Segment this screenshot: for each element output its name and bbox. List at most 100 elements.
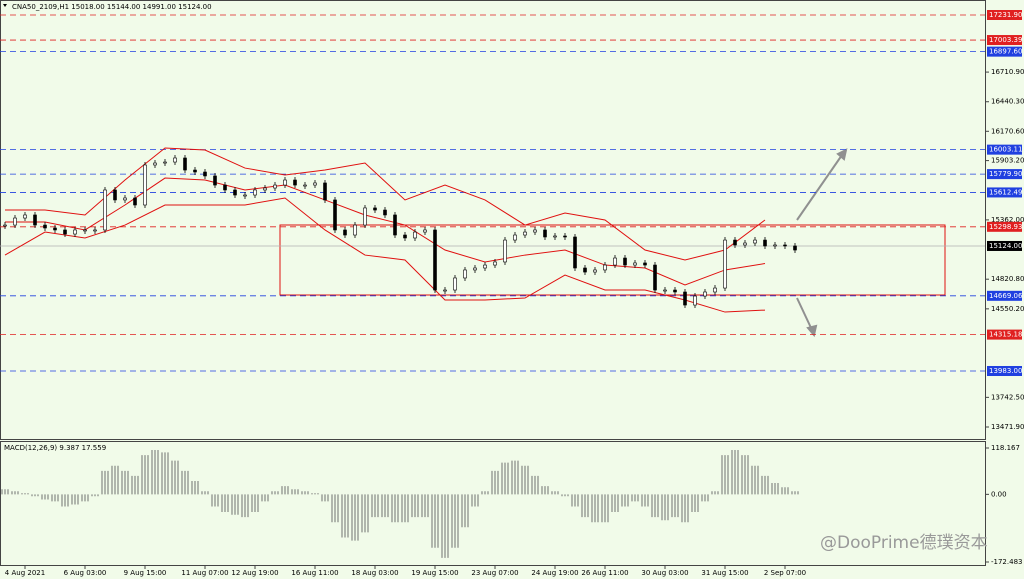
- macd-frame: [0, 441, 986, 566]
- level-box: [987, 365, 1022, 376]
- candle: [53, 227, 57, 231]
- level-label: 13983.00: [989, 367, 1022, 375]
- candle: [263, 187, 267, 191]
- candle: [393, 214, 397, 236]
- y-tick-label: 14820.80: [991, 275, 1024, 283]
- x-tick-label: 12 Aug 19:00: [231, 569, 278, 577]
- header-arrow: [3, 4, 7, 7]
- x-tick-label: 16 Aug 11:00: [291, 569, 338, 577]
- candle: [103, 189, 107, 231]
- candle: [333, 199, 337, 231]
- bollinger-upper: [5, 147, 766, 261]
- macd-label: MACD(12,26,9) 9.387 17.559: [4, 444, 106, 452]
- candle: [593, 269, 597, 273]
- candle: [703, 291, 707, 297]
- y-tick-label: 16710.90: [991, 68, 1024, 76]
- level-box: [987, 46, 1022, 57]
- candle: [433, 229, 437, 291]
- x-tick-label: 4 Aug 2021: [5, 569, 45, 577]
- level-label: 14669.06: [989, 292, 1023, 300]
- candle: [63, 229, 67, 235]
- arrow-head: [836, 148, 848, 161]
- candle: [743, 242, 747, 246]
- candle: [143, 164, 147, 206]
- candle: [523, 231, 527, 236]
- candle: [663, 289, 667, 292]
- level-box: [987, 329, 1022, 340]
- level-box: [987, 10, 1022, 20]
- candle: [403, 234, 407, 239]
- candle: [183, 157, 187, 171]
- candle: [373, 207, 377, 211]
- level-box: [987, 290, 1022, 301]
- candle: [613, 257, 617, 266]
- candle: [133, 197, 137, 206]
- candle: [773, 244, 777, 247]
- candle: [533, 229, 537, 233]
- candle: [693, 295, 697, 306]
- level-box: [987, 240, 1022, 251]
- x-tick-label: 30 Aug 03:00: [641, 569, 688, 577]
- candle: [73, 229, 77, 235]
- x-tick-label: 18 Aug 03:00: [351, 569, 398, 577]
- candle: [3, 224, 7, 227]
- candle: [43, 224, 47, 229]
- level-label: 16897.60: [989, 48, 1022, 56]
- y-tick-label: 0.00: [991, 490, 1007, 498]
- candle: [283, 179, 287, 186]
- candle: [223, 184, 227, 191]
- candle: [153, 162, 157, 166]
- candle: [603, 264, 607, 271]
- arrow-down: [796, 297, 813, 331]
- candle: [553, 235, 557, 238]
- y-tick-label: -172.483: [991, 558, 1022, 566]
- candle: [193, 169, 197, 173]
- candle: [763, 239, 767, 247]
- candle: [83, 229, 87, 232]
- level-label: 14315.18: [989, 331, 1022, 339]
- candle: [543, 229, 547, 238]
- level-label: 17231.90: [989, 11, 1022, 19]
- candle: [233, 189, 237, 196]
- x-tick-label: 31 Aug 15:00: [701, 569, 748, 577]
- candle: [93, 229, 97, 232]
- level-box: [987, 169, 1022, 180]
- candle: [243, 194, 247, 197]
- candle: [303, 184, 307, 187]
- candle: [23, 214, 27, 219]
- candle: [633, 262, 637, 266]
- candle: [793, 245, 797, 251]
- header: CNA50_2109,H1 15018.00 15144.00 14991.00…: [12, 3, 212, 11]
- candle: [483, 264, 487, 269]
- x-tick-label: 24 Aug 19:00: [531, 569, 578, 577]
- candle: [453, 277, 457, 291]
- candle: [113, 189, 117, 201]
- candle: [273, 184, 277, 189]
- arrow-up: [796, 154, 843, 221]
- candle: [173, 157, 177, 163]
- x-tick-label: 9 Aug 15:00: [124, 569, 167, 577]
- candle: [683, 291, 687, 306]
- level-box: [987, 187, 1022, 198]
- candle: [343, 229, 347, 236]
- level-box: [987, 144, 1022, 155]
- candle: [653, 264, 657, 291]
- candle: [733, 239, 737, 246]
- candle: [213, 175, 217, 186]
- candle: [503, 239, 507, 263]
- candle: [673, 289, 677, 293]
- arrow-head: [806, 324, 818, 338]
- candle: [203, 171, 207, 177]
- level-label: 15124.00: [989, 242, 1022, 250]
- y-tick-label: 16170.60: [991, 127, 1024, 135]
- candle: [573, 236, 577, 269]
- candle: [163, 161, 167, 164]
- candle: [513, 234, 517, 241]
- candle: [493, 261, 497, 266]
- candle: [423, 229, 427, 233]
- x-tick-label: 26 Aug 11:00: [581, 569, 628, 577]
- candle: [463, 269, 467, 279]
- y-tick-label: 13471.90: [991, 423, 1024, 431]
- range-box: [279, 224, 946, 296]
